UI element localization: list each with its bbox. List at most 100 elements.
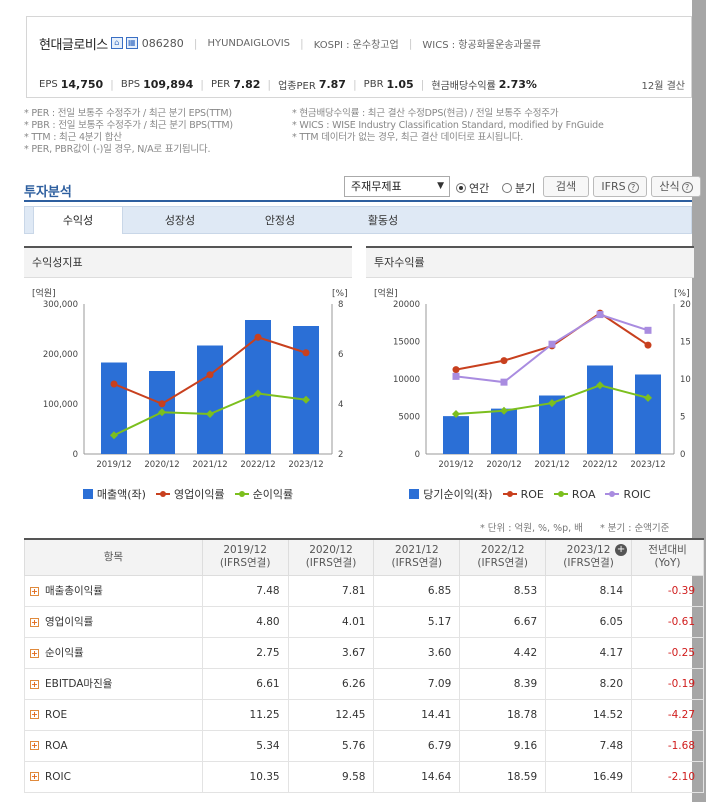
value-cell: 6.26 bbox=[287, 667, 375, 700]
yoy-cell: -0.19 bbox=[631, 667, 704, 700]
legend-item[interactable]: 매출액(좌) bbox=[82, 486, 146, 502]
legend-item[interactable]: 영업이익률 bbox=[155, 486, 225, 502]
bar bbox=[587, 365, 613, 454]
note-line: * TTM : 최근 4분기 합산 bbox=[24, 132, 122, 143]
home-icon[interactable]: ⌂ bbox=[110, 37, 123, 49]
bar bbox=[197, 345, 223, 454]
analysis-tabs: 수익성 성장성 안정성 활동성 bbox=[24, 206, 692, 234]
row-item-label: EBITDA마진율 bbox=[45, 678, 113, 690]
line-point bbox=[644, 326, 652, 334]
row-item[interactable]: + ROIC bbox=[24, 760, 203, 793]
line-point bbox=[596, 311, 604, 319]
ifrs-label: IFRS bbox=[601, 180, 626, 193]
header-col: 2020/12 (IFRS연결) bbox=[287, 538, 375, 576]
value-cell: 7.09 bbox=[373, 667, 461, 700]
value-cell: 9.58 bbox=[287, 760, 375, 793]
line-point bbox=[110, 380, 118, 388]
section-divider bbox=[24, 200, 692, 202]
panel-title: 투자수익률 bbox=[366, 248, 694, 278]
expand-plus-icon[interactable]: + bbox=[30, 648, 39, 658]
expand-plus-icon[interactable]: + bbox=[30, 772, 39, 781]
header-col-basis: (IFRS연결) bbox=[219, 557, 271, 570]
row-item[interactable]: + ROA bbox=[24, 729, 203, 762]
line-point bbox=[452, 372, 460, 380]
formula-help-button[interactable]: 산식? bbox=[651, 176, 701, 197]
row-item-label: ROIC bbox=[45, 770, 71, 783]
legend-swatch bbox=[409, 489, 420, 499]
line-point bbox=[596, 381, 604, 390]
ratio-label: BPS bbox=[120, 79, 141, 90]
ratio-value: 7.87 bbox=[318, 78, 346, 91]
x-tick-label: 2021/12 bbox=[534, 460, 569, 470]
header-col-year: 2023/12 bbox=[566, 544, 611, 557]
legend-label: ROA bbox=[571, 487, 596, 501]
tab-profitability[interactable]: 수익성 bbox=[33, 206, 123, 234]
radio-quarter[interactable]: 분기 bbox=[502, 180, 535, 196]
add-column-icon[interactable]: + bbox=[615, 544, 628, 556]
tab-activity[interactable]: 활동성 bbox=[367, 214, 399, 227]
value-cell: 18.78 bbox=[459, 698, 547, 731]
row-item[interactable]: + EBITDA마진율 bbox=[24, 667, 203, 700]
ratio-value: 109,894 bbox=[143, 78, 194, 91]
legend-swatch bbox=[155, 491, 170, 497]
header-col-basis: (IFRS연결) bbox=[391, 557, 443, 570]
line-point bbox=[644, 341, 652, 349]
value-cell: 8.53 bbox=[459, 574, 547, 607]
statement-select[interactable]: 주재무제표 ▼ bbox=[344, 176, 450, 197]
legend-label: 당기순이익(좌) bbox=[423, 488, 493, 501]
line-point bbox=[500, 357, 508, 365]
value-cell: 4.80 bbox=[201, 605, 289, 638]
header-col: 2023/12 (IFRS연결) + bbox=[545, 538, 633, 576]
expand-plus-icon[interactable]: + bbox=[30, 617, 39, 627]
value-cell: 14.41 bbox=[373, 698, 461, 731]
value-cell: 10.35 bbox=[201, 760, 289, 793]
row-item[interactable]: + 영업이익률 bbox=[24, 605, 203, 638]
legend-item[interactable]: 당기순이익(좌) bbox=[409, 486, 493, 502]
legend-item[interactable]: ROA bbox=[553, 487, 596, 501]
header-col-year: 2021/12 bbox=[395, 544, 439, 557]
header-item: 항목 bbox=[24, 538, 203, 576]
x-tick-label: 2020/12 bbox=[144, 460, 179, 470]
panel-title: 수익성지표 bbox=[24, 248, 352, 278]
y-tick-label: 20000 bbox=[393, 300, 420, 310]
legend-item[interactable]: ROE bbox=[502, 488, 544, 501]
y-tick-label: 300,000 bbox=[43, 300, 78, 310]
header-col: 2021/12 (IFRS연결) bbox=[373, 538, 461, 576]
line-point bbox=[206, 410, 214, 418]
company-name: 현대글로비스 bbox=[39, 37, 108, 53]
ratio-label: 업종PER bbox=[278, 81, 316, 92]
header-col-yoy-sub: (YoY) bbox=[654, 557, 681, 570]
radio-annual[interactable]: 연간 bbox=[456, 180, 489, 196]
header-col-basis: (IFRS연결) bbox=[477, 557, 529, 570]
table-row: + 순이익률 2.75 3.67 3.60 4.42 4.17 -0.25 bbox=[24, 636, 704, 669]
company-info-box: 현대글로비스 ⌂ ▦ 086280 | HYUNDAIGLOVIS | KOSP… bbox=[26, 16, 692, 98]
tab-stability[interactable]: 안정성 bbox=[264, 214, 296, 227]
search-button[interactable]: 검색 bbox=[543, 176, 589, 197]
legend-label: 영업이익률 bbox=[173, 488, 225, 501]
expand-plus-icon[interactable]: + bbox=[30, 679, 39, 689]
value-cell: 2.75 bbox=[201, 636, 289, 669]
expand-plus-icon[interactable]: + bbox=[30, 586, 39, 596]
row-item[interactable]: + 순이익률 bbox=[24, 636, 203, 669]
y2-tick-label: 6 bbox=[338, 350, 343, 360]
row-item[interactable]: + ROE bbox=[24, 698, 203, 731]
ifrs-help-button[interactable]: IFRS? bbox=[593, 176, 647, 197]
x-tick-label: 2019/12 bbox=[96, 460, 131, 470]
company-wics: WICS : 항공화물운송과물류 bbox=[422, 39, 542, 51]
company-eng-name: HYUNDAIGLOVIS bbox=[207, 37, 291, 49]
expand-plus-icon[interactable]: + bbox=[30, 741, 39, 750]
value-cell: 6.79 bbox=[373, 729, 461, 762]
header-col-year: 2022/12 bbox=[480, 544, 525, 557]
value-cell: 14.52 bbox=[545, 698, 633, 731]
tab-growth[interactable]: 성장성 bbox=[164, 214, 196, 227]
expand-plus-icon[interactable]: + bbox=[30, 710, 39, 719]
bar bbox=[635, 374, 661, 454]
line-point bbox=[452, 409, 460, 418]
row-item[interactable]: + 매출총이익률 bbox=[24, 574, 203, 607]
y-tick-label: 0 bbox=[415, 450, 420, 460]
building-icon[interactable]: ▦ bbox=[125, 37, 138, 49]
notes-right: * 현금배당수익률 : 최근 결산 수정DPS(현금) / 전일 보통주 수정주… bbox=[292, 108, 604, 144]
legend-item[interactable]: ROIC bbox=[605, 488, 651, 501]
y2-tick-label: 20 bbox=[680, 300, 691, 310]
legend-item[interactable]: 순이익률 bbox=[234, 486, 293, 502]
